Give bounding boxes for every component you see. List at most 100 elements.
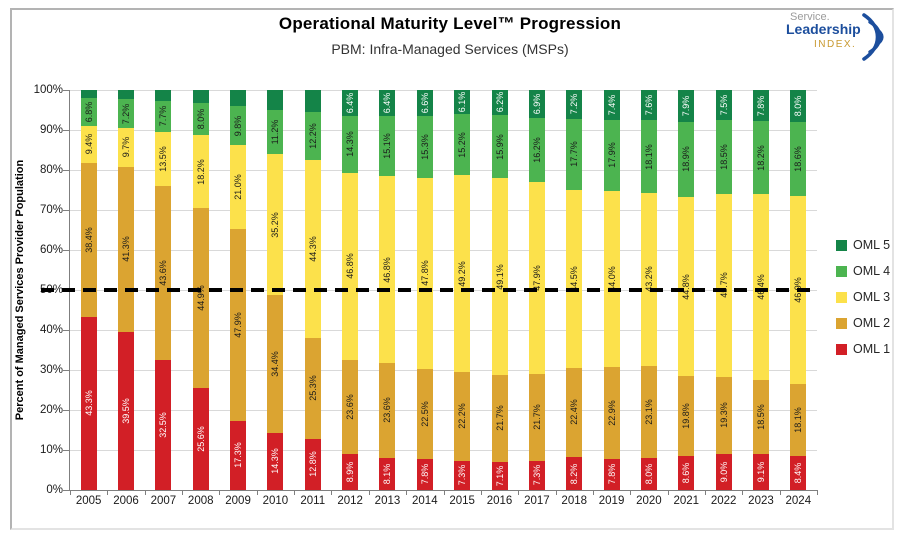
- segment-label: 9.0%: [718, 461, 729, 483]
- segment-label: 49.1%: [494, 263, 505, 290]
- x-tick: [443, 490, 445, 495]
- y-tick-label-0: 0%: [46, 484, 63, 496]
- segment-oml3-2019: 44.0%: [603, 191, 620, 368]
- stacked-bar-2017: 7.3% 21.7% 47.9% 16.2% 6.9%: [528, 90, 545, 490]
- segment-label: 47.8%: [419, 260, 430, 286]
- gridline-100: [70, 90, 817, 91]
- stacked-bar-2014: 7.8% 22.5% 47.8% 15.3% 6.6%: [416, 90, 433, 490]
- segment-label: 22.9%: [606, 400, 617, 426]
- gridline-20: [70, 410, 817, 411]
- segment-oml4-2013: 15.1%: [379, 115, 396, 177]
- x-tick: [704, 490, 706, 495]
- x-tick: [667, 490, 669, 495]
- segment-label: 8.9%: [345, 461, 356, 483]
- segment-oml1-2021: 8.6%: [678, 455, 695, 490]
- segment-label: 9.7%: [121, 137, 132, 158]
- segment-oml3-2020: 43.2%: [640, 192, 657, 366]
- segment-oml4-2010: 11.2%: [267, 109, 284, 155]
- x-axis-label-2018: 2018: [561, 495, 588, 507]
- bar-slot-2014: 7.8% 22.5% 47.8% 15.3% 6.6%: [406, 90, 443, 490]
- stacked-bar-2005: 43.3% 38.4% 9.4% 6.8%: [80, 90, 97, 490]
- y-tick-label-10: 10%: [39, 444, 63, 456]
- segment-oml5-2017: 6.9%: [528, 90, 545, 118]
- segment-label: 8.0%: [793, 95, 804, 117]
- segment-label: 6.9%: [531, 93, 542, 115]
- segment-oml5-2006: [118, 90, 135, 100]
- segment-oml2-2021: 19.8%: [678, 376, 695, 456]
- segment-oml3-2017: 47.9%: [528, 182, 545, 375]
- segment-oml5-2015: 6.1%: [454, 90, 471, 115]
- x-tick: [406, 490, 408, 495]
- y-tick-10: [63, 450, 70, 451]
- segment-oml4-2020: 18.1%: [640, 120, 657, 193]
- segment-oml1-2010: 14.3%: [267, 432, 284, 490]
- x-tick: [742, 490, 744, 495]
- x-axis-label-2023: 2023: [748, 495, 774, 507]
- y-tick-label-80: 80%: [39, 164, 63, 176]
- segment-oml3-2021: 44.8%: [678, 197, 695, 377]
- segment-oml2-2016: 21.7%: [491, 374, 508, 462]
- segment-label: 22.5%: [419, 401, 430, 427]
- segment-label: 6.6%: [419, 92, 430, 114]
- segment-label: 8.0%: [195, 108, 206, 130]
- legend-swatch: [836, 239, 847, 251]
- gridline-60: [70, 250, 817, 251]
- segment-label: 43.6%: [158, 260, 169, 286]
- segment-label: 8.4%: [793, 462, 804, 484]
- segment-oml5-2007: [155, 90, 172, 101]
- legend-label: OML 4: [853, 264, 891, 278]
- segment-oml4-2019: 17.9%: [603, 119, 620, 192]
- legend-item-oml2: OML 2: [836, 316, 890, 330]
- chart-title: Operational Maturity Level™ Progression: [278, 14, 622, 33]
- x-tick: [182, 490, 184, 495]
- bar-slot-2023: 9.1% 18.5% 46.4% 18.2% 7.8%: [742, 90, 779, 490]
- x-axis-label-2014: 2014: [412, 495, 438, 507]
- segment-oml1-2011: 12.8%: [304, 438, 321, 490]
- stacked-bar-2011: 12.8% 25.3% 44.3% 12.2%: [304, 90, 321, 490]
- segment-oml1-2022: 9.0%: [715, 454, 732, 490]
- segment-label: 19.8%: [681, 403, 692, 429]
- segment-label: 23.6%: [345, 394, 356, 420]
- y-tick-80: [63, 170, 70, 171]
- segment-oml1-2023: 9.1%: [752, 453, 769, 490]
- segment-label: 15.9%: [494, 133, 505, 160]
- segment-oml1-2012: 8.9%: [342, 454, 359, 490]
- bar-slot-2022: 9.0% 19.3% 45.7% 18.5% 7.5%: [705, 90, 742, 490]
- segment-oml4-2012: 14.3%: [342, 115, 359, 173]
- segment-label: 25.6%: [195, 426, 206, 452]
- segment-oml4-2017: 16.2%: [528, 117, 545, 183]
- legend-label: OML 1: [853, 342, 891, 356]
- stacked-bar-2022: 9.0% 19.3% 45.7% 18.5% 7.5%: [715, 90, 732, 490]
- segment-label: 6.2%: [494, 92, 505, 113]
- segment-label: 9.8%: [233, 115, 244, 136]
- y-tick-90: [63, 130, 70, 131]
- logo-service-text: Service.: [790, 11, 830, 23]
- legend-item-oml4: OML 4: [836, 264, 891, 278]
- bar-slot-2005: 43.3% 38.4% 9.4% 6.8%: [70, 90, 107, 490]
- segment-oml4-2022: 18.5%: [715, 120, 732, 195]
- legend: OML 5 OML 4 OML 3 OML 2 OML 1: [836, 238, 891, 369]
- x-axis-label-2008: 2008: [187, 495, 214, 507]
- stacked-bar-2020: 8.0% 23.1% 43.2% 18.1% 7.6%: [640, 90, 657, 490]
- segment-oml1-2024: 8.4%: [790, 456, 807, 490]
- segment-oml5-2013: 6.4%: [379, 90, 396, 116]
- x-axis-label-2009: 2009: [225, 495, 251, 507]
- segment-oml5-2012: 6.4%: [342, 90, 359, 116]
- segment-oml5-2009: [230, 90, 247, 107]
- swoosh-icon: [862, 13, 884, 61]
- segment-label: 7.8%: [755, 95, 766, 116]
- segment-oml2-2012: 23.6%: [342, 360, 359, 455]
- segment-label: 9.1%: [755, 461, 766, 483]
- segment-label: 7.8%: [419, 464, 430, 485]
- segment-oml3-2023: 46.4%: [752, 194, 769, 380]
- x-axis-label-2007: 2007: [150, 495, 177, 507]
- segment-label: 15.1%: [382, 133, 393, 159]
- segment-label: 38.4%: [83, 227, 94, 253]
- segment-oml3-2009: 21.0%: [230, 145, 247, 230]
- chart-subtitle: PBM: Infra-Managed Services (MSPs): [331, 41, 569, 57]
- segment-label: 25.3%: [307, 375, 318, 401]
- segment-oml4-2009: 9.8%: [230, 106, 247, 146]
- x-tick: [555, 490, 557, 495]
- segment-label: 15.3%: [419, 134, 430, 160]
- segment-label: 18.2%: [195, 158, 206, 185]
